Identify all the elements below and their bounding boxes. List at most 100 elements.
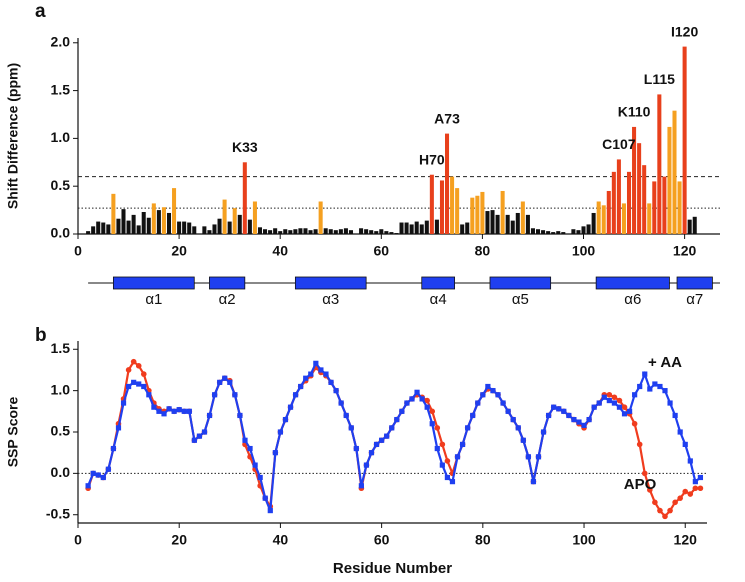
marker [566, 412, 572, 419]
helix [489, 276, 552, 290]
marker [313, 360, 319, 366]
marker [642, 371, 648, 377]
marker [444, 474, 451, 481]
bar [247, 219, 252, 234]
marker [171, 408, 177, 414]
x-tick-label: 20 [171, 243, 187, 259]
marker [384, 433, 390, 439]
series-line [87, 360, 701, 519]
marker [166, 406, 172, 412]
bar [288, 230, 293, 234]
marker [277, 429, 284, 435]
marker [176, 407, 182, 413]
bar [263, 229, 268, 234]
bar [298, 228, 303, 234]
bar [632, 126, 637, 234]
y-tick-label: 2.0 [51, 33, 71, 49]
bar [278, 231, 283, 234]
marker [636, 441, 643, 448]
marker [287, 404, 294, 410]
bar [111, 193, 116, 234]
bar [156, 210, 161, 234]
marker [677, 495, 683, 501]
marker [373, 441, 380, 448]
marker [379, 437, 385, 443]
bar [268, 230, 273, 234]
bar [252, 201, 257, 234]
bar [242, 162, 247, 234]
bar [389, 232, 394, 234]
marker [222, 375, 228, 381]
marker [298, 383, 304, 390]
marker [687, 458, 693, 464]
marker [186, 408, 192, 414]
marker [692, 485, 699, 492]
marker [677, 429, 683, 435]
marker [439, 441, 446, 448]
bar [101, 222, 106, 234]
bar [429, 174, 434, 234]
bar [136, 225, 141, 234]
bar [202, 226, 207, 234]
bar [535, 229, 541, 234]
x-tick-label: 40 [273, 532, 289, 548]
marker [333, 388, 339, 394]
marker [191, 437, 197, 443]
bar [652, 181, 657, 234]
residue-label: I120 [671, 23, 698, 39]
marker [120, 400, 127, 406]
bar [470, 197, 475, 234]
marker [672, 499, 678, 506]
marker [85, 483, 91, 489]
bar [434, 219, 439, 234]
marker [232, 392, 238, 398]
marker [399, 408, 405, 414]
bar [172, 188, 177, 234]
marker [242, 437, 248, 443]
marker [161, 411, 167, 417]
marker [308, 371, 314, 377]
marker [338, 400, 344, 406]
bar [374, 231, 379, 234]
marker [505, 408, 511, 414]
bar [328, 229, 333, 234]
marker [115, 425, 122, 431]
bar [187, 222, 192, 234]
marker [262, 495, 268, 501]
marker [130, 358, 137, 365]
marker [237, 412, 243, 419]
bar [414, 221, 419, 234]
marker [556, 406, 562, 412]
bar [131, 214, 136, 234]
marker [662, 388, 668, 394]
marker [470, 412, 476, 419]
bar [510, 220, 515, 234]
marker [621, 411, 628, 417]
marker [449, 479, 456, 485]
marker [318, 367, 324, 373]
bar [359, 228, 364, 234]
marker [490, 388, 496, 394]
marker [292, 392, 299, 398]
marker [480, 392, 486, 398]
marker [641, 470, 648, 477]
marker [485, 383, 491, 390]
x-tick-label: 120 [674, 532, 698, 548]
bar [323, 228, 328, 234]
bar [571, 229, 576, 234]
marker [328, 379, 334, 385]
bar [586, 224, 591, 234]
marker [652, 381, 658, 387]
bar [308, 230, 313, 234]
marker [257, 474, 263, 481]
helix [676, 276, 713, 290]
marker [606, 391, 613, 398]
marker [414, 389, 420, 395]
bar [283, 229, 288, 234]
helix [112, 276, 195, 290]
bar [192, 226, 197, 234]
bar [237, 214, 242, 234]
marker [535, 454, 542, 460]
marker [439, 462, 445, 468]
marker [596, 400, 602, 406]
